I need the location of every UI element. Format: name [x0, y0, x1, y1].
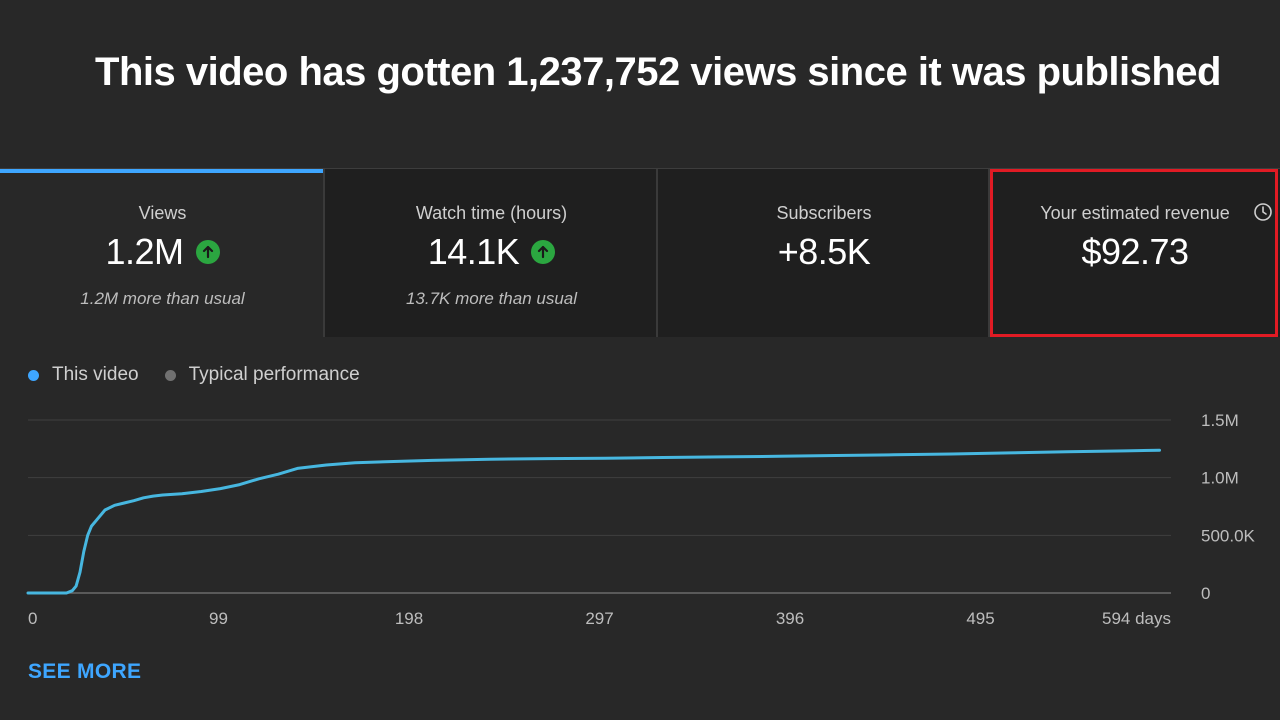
- legend-label: Typical performance: [188, 364, 360, 385]
- active-tab-indicator: [0, 169, 325, 173]
- chart-legend: This video Typical performance: [28, 364, 386, 386]
- legend-item-this-video: This video: [28, 364, 139, 386]
- x-tick-label: 297: [585, 609, 613, 628]
- x-tick-label: 0: [28, 609, 37, 628]
- x-tick-label: 495: [966, 609, 994, 628]
- metric-comparison: 13.7K more than usual: [405, 289, 578, 308]
- legend-item-typical-performance: Typical performance: [164, 364, 360, 386]
- metric-title: Subscribers: [776, 203, 872, 223]
- series-line-this-video: [26, 448, 1161, 595]
- arrow-up-icon: [195, 240, 220, 264]
- metric-card-watch-time[interactable]: Watch time (hours) 14.1K 13.7K more than…: [325, 169, 658, 337]
- metric-card-subscribers[interactable]: Subscribers +8.5K: [658, 169, 990, 337]
- metric-title: Watch time (hours): [415, 203, 568, 223]
- views-line-chart: 0 500.0K 1.0M 1.5M 0 99 198 297 396 495 594 days: [26, 411, 1256, 628]
- metric-card-revenue[interactable]: Your estimated revenue $92.73: [990, 169, 1280, 337]
- metric-value: $92.73: [1081, 231, 1189, 272]
- metric-value: 14.1K: [427, 231, 520, 272]
- metric-comparison: 1.2M more than usual: [80, 289, 245, 308]
- metric-value: +8.5K: [777, 231, 871, 272]
- x-tick-label: 396: [776, 609, 804, 628]
- page-title: This video has gotten 1,237,752 views si…: [95, 50, 1221, 94]
- y-tick-label: 1.5M: [1201, 411, 1239, 430]
- metric-cards: Views 1.2M 1.2M more than usual Watch ti…: [0, 168, 1280, 337]
- y-tick-label: 500.0K: [1201, 526, 1256, 545]
- arrow-up-icon: [531, 240, 556, 264]
- metric-value: 1.2M: [105, 231, 184, 272]
- legend-dot: [28, 369, 39, 381]
- x-tick-label: 99: [209, 609, 228, 628]
- legend-dot: [164, 369, 176, 381]
- see-more-link[interactable]: SEE MORE: [28, 660, 142, 683]
- y-tick-label: 0: [1201, 584, 1210, 603]
- x-tick-label: 198: [395, 609, 423, 628]
- metric-title: Views: [138, 203, 187, 223]
- y-tick-label: 1.0M: [1201, 469, 1239, 488]
- metric-title: Your estimated revenue: [1040, 203, 1230, 223]
- x-tick-label: 594 days: [1102, 609, 1171, 628]
- clock-icon[interactable]: [1253, 202, 1273, 222]
- metric-card-views[interactable]: Views 1.2M 1.2M more than usual: [0, 169, 325, 337]
- legend-label: This video: [52, 364, 139, 385]
- highlight-box: [990, 169, 1278, 337]
